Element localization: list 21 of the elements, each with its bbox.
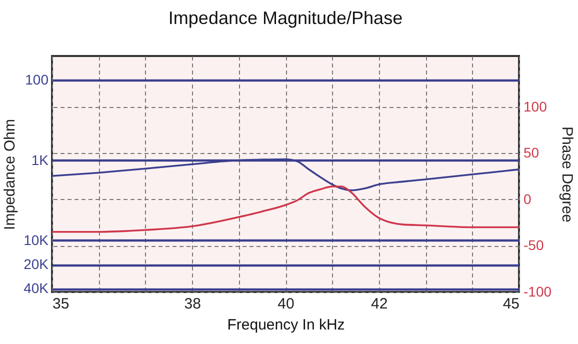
line-series <box>52 158 519 192</box>
y-tick-label: 1K <box>31 152 50 168</box>
y-tick-label: 40K <box>24 280 50 296</box>
x-tick-label: 45 <box>502 296 520 312</box>
y2-tick-label: 100 <box>524 98 548 114</box>
y2-tick-label: 0 <box>524 190 532 207</box>
y-tick-label: 10K <box>24 232 50 248</box>
x-tick-label: 40 <box>278 296 294 312</box>
x-tick-label: 38 <box>184 296 201 312</box>
y-tick-label: 20K <box>24 256 50 272</box>
y2-axis-title: Phase Degree <box>558 126 576 222</box>
y2-tick-label: -50 <box>524 237 544 254</box>
line-series <box>52 186 519 233</box>
x-axis-title: Frequency In kHz <box>227 316 345 334</box>
x-tick-label: 42 <box>371 296 388 312</box>
y-tick-label: 100 <box>25 72 49 88</box>
y2-tick-label: -100 <box>524 284 552 300</box>
y-axis-title: Impedance Ohm <box>2 119 19 230</box>
y2-tick-label: 50 <box>524 144 540 161</box>
x-tick-label: 35 <box>52 296 70 312</box>
chart-title: Impedance Magnitude/Phase <box>168 8 403 28</box>
